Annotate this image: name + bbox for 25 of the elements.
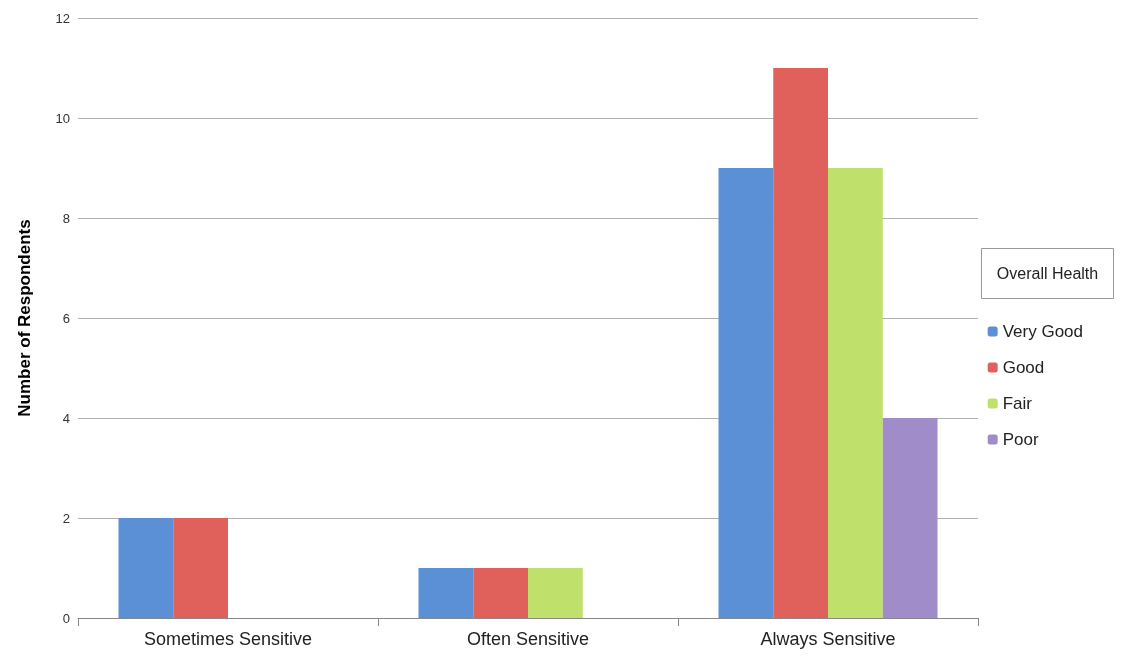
legend-title: Overall Health: [996, 265, 1099, 282]
x-tick-label: Sometimes Sensitive: [143, 629, 313, 649]
bar: [418, 568, 474, 618]
y-tick-label: 6: [62, 310, 70, 326]
x-tick-label: Often Sensitive: [466, 629, 590, 649]
bar: [882, 418, 938, 618]
legend-label: Poor: [1002, 430, 1039, 449]
bar: [773, 68, 828, 618]
y-tick-label: 12: [55, 10, 70, 26]
bar: [118, 518, 174, 618]
y-tick-label: 0: [62, 610, 70, 626]
y-tick-label: 2: [62, 510, 70, 526]
y-axis-title: Number of Respondents: [15, 219, 34, 417]
bar: [173, 518, 228, 618]
y-tick-label: 8: [62, 210, 70, 226]
bar: [828, 168, 883, 618]
legend-label: Good: [1002, 358, 1045, 377]
y-tick-label: 10: [55, 110, 70, 126]
legend-label: Fair: [1002, 394, 1033, 413]
bar: [473, 568, 528, 618]
bar: [528, 568, 583, 618]
y-tick-label: 4: [62, 410, 70, 426]
x-tick-label: Always Sensitive: [760, 629, 896, 649]
legend-label: Very Good: [1002, 322, 1083, 341]
bar: [718, 168, 774, 618]
